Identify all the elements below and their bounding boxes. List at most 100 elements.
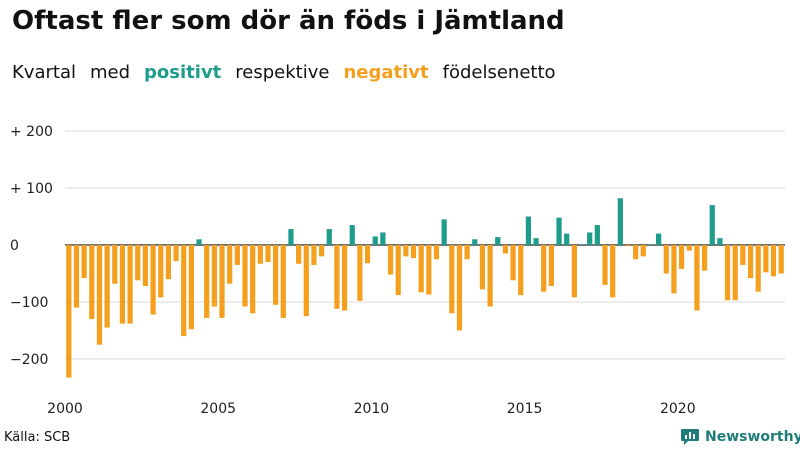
bar-negative (518, 245, 524, 296)
bar-negative (671, 245, 677, 294)
x-tick-label: 2005 (200, 401, 236, 417)
bar-negative (219, 245, 225, 318)
bar-negative (341, 245, 348, 311)
bar-negative (204, 245, 210, 318)
bar-negative (548, 245, 554, 286)
bar-negative (250, 245, 256, 314)
y-tick-label: + 200 (10, 124, 53, 140)
bar-negative (395, 245, 401, 296)
bar-negative (571, 245, 577, 298)
bar-positive (495, 237, 501, 245)
bar-positive (533, 238, 539, 245)
bar-negative (418, 245, 424, 293)
bar-negative (296, 245, 302, 264)
bar-negative (403, 245, 409, 257)
x-tick-label: 2015 (507, 401, 543, 417)
bar-negative (280, 245, 286, 318)
bar-negative (740, 245, 746, 265)
bar-negative (610, 245, 616, 298)
bar-negative (663, 245, 669, 274)
bar-negative (112, 245, 118, 284)
bar-negative (633, 245, 639, 260)
x-tick-label: 2000 (47, 401, 83, 417)
bar-negative (510, 245, 516, 281)
bar-negative (158, 245, 164, 298)
source-note: Källa: SCB (4, 430, 71, 445)
bar-negative (502, 245, 509, 254)
bar-positive (564, 233, 570, 245)
bar-negative (625, 245, 631, 247)
bar-positive (556, 217, 562, 245)
bar-negative (364, 245, 371, 264)
y-tick-label: 0 (10, 238, 19, 254)
bar-negative (265, 245, 271, 263)
bar-negative (778, 245, 784, 274)
bar-positive (656, 233, 662, 245)
bar-negative (464, 245, 470, 260)
bar-negative (89, 245, 95, 320)
bar-negative (318, 245, 325, 257)
bar-positive (441, 219, 447, 245)
bar-negative (165, 245, 172, 280)
bar-negative (433, 245, 440, 260)
bar-negative (640, 245, 646, 257)
bar-negative (449, 245, 455, 314)
bar-positive (587, 232, 593, 245)
bar-negative (426, 245, 432, 295)
bar-positive (594, 225, 600, 245)
bar-positive (617, 198, 623, 245)
bar-negative (602, 245, 608, 285)
bar-negative (541, 245, 547, 292)
bar-negative (211, 245, 217, 307)
bar-positive (709, 205, 715, 245)
bar-negative (357, 245, 363, 301)
bar-negative (135, 245, 141, 281)
bar-positive (349, 225, 355, 245)
bar-negative (234, 245, 240, 265)
bar-negative (257, 245, 263, 264)
subtitle-word-kvartal: Kvartal (12, 62, 76, 83)
bar-negative (273, 245, 279, 305)
bar-negative (763, 245, 769, 273)
subtitle-word-fodelsenetto: födelsenetto (442, 62, 556, 83)
bar-negative (73, 245, 80, 308)
chart-bars (66, 198, 784, 378)
bar-positive (326, 229, 332, 245)
bar-negative (755, 245, 761, 292)
bar-positive (525, 216, 532, 246)
bar-negative (456, 245, 463, 331)
chart-subtitle: Kvartal med positivt respektive negativt föde… (12, 62, 570, 83)
brand-name: Newsworthy (705, 429, 800, 445)
bar-negative (410, 245, 417, 259)
bar-negative (303, 245, 309, 317)
bar-negative (242, 245, 248, 307)
bar-negative (724, 245, 731, 301)
subtitle-word-respektive: respektive (235, 62, 330, 83)
bar-positive (288, 229, 294, 245)
bar-positive (380, 232, 386, 245)
bar-negative (127, 245, 133, 324)
bar-positive (196, 239, 202, 246)
bar-negative (732, 245, 738, 301)
bar-negative (66, 245, 72, 378)
bar-negative (188, 245, 194, 330)
newsworthy-logo: Newsworthy (680, 428, 800, 446)
bar-negative (487, 245, 493, 307)
x-tick-label: 2020 (660, 401, 696, 417)
bar-negative (119, 245, 126, 324)
y-tick-label: + 100 (10, 181, 53, 197)
y-axis-labels: + 200 + 100 0 −100 −200 (10, 124, 53, 368)
y-tick-label: −200 (10, 352, 48, 368)
bar-positive (472, 239, 478, 246)
bar-positive (372, 236, 378, 245)
bar-negative (96, 245, 103, 345)
bar-negative (334, 245, 340, 309)
bar-negative (104, 245, 110, 328)
bar-negative (81, 245, 87, 279)
x-tick-label: 2010 (354, 401, 390, 417)
bar-negative (142, 245, 149, 286)
bar-positive (648, 244, 654, 245)
bar-negative (173, 245, 179, 261)
subtitle-positive-label: positivt (144, 62, 222, 83)
bar-negative (387, 245, 394, 275)
